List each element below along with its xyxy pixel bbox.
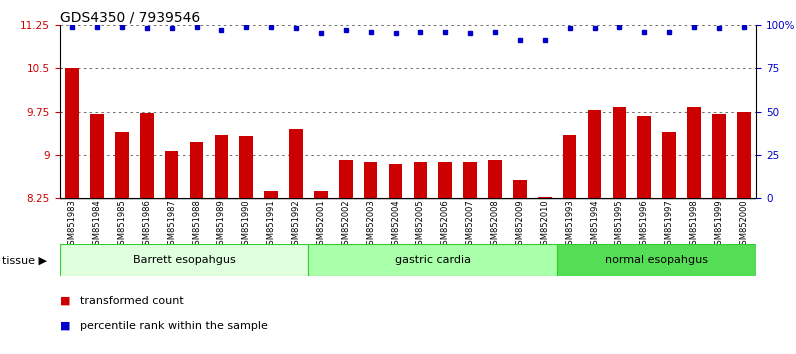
Bar (240, 136, 253, 198)
Bar (463, 162, 477, 198)
Text: GSM852003: GSM852003 (366, 199, 375, 250)
Text: GDS4350 / 7939546: GDS4350 / 7939546 (60, 11, 200, 25)
Bar (314, 191, 328, 198)
Bar (339, 160, 353, 198)
Text: GSM852006: GSM852006 (441, 199, 450, 250)
Bar (613, 108, 626, 198)
Text: GSM851991: GSM851991 (267, 199, 275, 250)
Bar (264, 191, 278, 198)
Text: GSM852002: GSM852002 (341, 199, 350, 250)
Bar (439, 162, 452, 198)
Text: normal esopahgus: normal esopahgus (605, 255, 708, 265)
Bar (65, 68, 79, 198)
Text: GSM851992: GSM851992 (291, 199, 301, 250)
Text: GSM851987: GSM851987 (167, 199, 176, 250)
Bar (90, 114, 103, 198)
Text: GSM851983: GSM851983 (68, 199, 76, 250)
Text: GSM852005: GSM852005 (416, 199, 425, 250)
Text: GSM851984: GSM851984 (92, 199, 102, 250)
Bar (414, 162, 427, 198)
Text: Barrett esopahgus: Barrett esopahgus (133, 255, 236, 265)
Text: GSM851986: GSM851986 (142, 199, 151, 250)
Text: GSM851985: GSM851985 (117, 199, 127, 250)
Bar (388, 164, 402, 198)
Text: GSM851998: GSM851998 (689, 199, 699, 250)
Text: GSM852008: GSM852008 (490, 199, 500, 250)
Text: gastric cardia: gastric cardia (395, 255, 470, 265)
Text: GSM852010: GSM852010 (540, 199, 549, 250)
Text: GSM851989: GSM851989 (217, 199, 226, 250)
Bar (289, 129, 302, 198)
Bar (513, 180, 527, 198)
Text: GSM851990: GSM851990 (242, 199, 251, 250)
Text: tissue ▶: tissue ▶ (2, 255, 47, 265)
Text: ■: ■ (60, 321, 70, 331)
Bar (140, 113, 154, 198)
Bar (587, 110, 601, 198)
Text: GSM851997: GSM851997 (665, 199, 673, 250)
Text: GSM851993: GSM851993 (565, 199, 574, 250)
Bar (115, 132, 129, 198)
Text: GSM852009: GSM852009 (515, 199, 525, 250)
Bar (712, 114, 726, 198)
Text: GSM852004: GSM852004 (391, 199, 400, 250)
Text: GSM851999: GSM851999 (714, 199, 724, 250)
Text: transformed count: transformed count (80, 296, 183, 306)
Bar (165, 151, 178, 198)
Bar (662, 132, 676, 198)
Bar (189, 142, 203, 198)
Bar (60, 244, 308, 276)
Bar (308, 244, 557, 276)
Bar (557, 244, 756, 276)
Text: ■: ■ (60, 296, 70, 306)
Text: GSM851988: GSM851988 (192, 199, 201, 250)
Bar (737, 112, 751, 198)
Text: percentile rank within the sample: percentile rank within the sample (80, 321, 267, 331)
Text: GSM852001: GSM852001 (316, 199, 326, 250)
Text: GSM852007: GSM852007 (466, 199, 474, 250)
Bar (215, 135, 228, 198)
Bar (538, 196, 552, 198)
Bar (638, 116, 651, 198)
Bar (488, 160, 501, 198)
Text: GSM851996: GSM851996 (640, 199, 649, 250)
Bar (687, 108, 700, 198)
Text: GSM851994: GSM851994 (590, 199, 599, 250)
Bar (364, 162, 377, 198)
Text: GSM852000: GSM852000 (739, 199, 748, 250)
Text: GSM851995: GSM851995 (615, 199, 624, 250)
Bar (563, 135, 576, 198)
